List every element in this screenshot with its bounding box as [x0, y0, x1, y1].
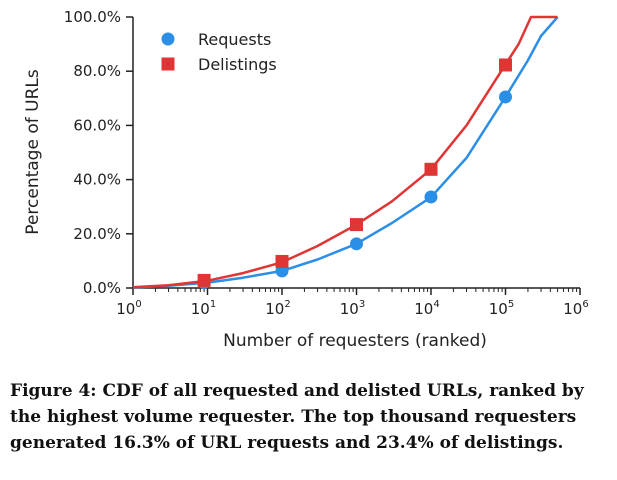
y-axis-label: Percentage of URLs [23, 69, 43, 235]
legend-delistings-label: Delistings [198, 55, 277, 74]
y-tick-label: 20.0% [73, 225, 121, 243]
x-tick-label: 103 [340, 299, 365, 318]
x-tick-label: 101 [191, 299, 216, 318]
y-tick-label: 0.0% [83, 279, 121, 297]
y-tick-label: 100.0% [64, 8, 121, 26]
delistings-line [132, 15, 558, 289]
legend: Requests Delistings [161, 30, 277, 74]
delistings-marker [197, 273, 211, 287]
cdf-chart-svg: 0.0% 20.0% 40.0% 60.0% 80.0% 100.0% 100 101 102 1… [23, 8, 589, 351]
x-tick-label: 100 [116, 299, 141, 318]
cdf-chart: 0.0% 20.0% 40.0% 60.0% 80.0% 100.0% 100 101 102 1… [23, 8, 589, 351]
x-axis-label: Number of requesters (ranked) [223, 331, 487, 351]
legend-delistings-marker [161, 57, 175, 71]
requests-marker [350, 237, 363, 251]
requests-marker [499, 90, 512, 104]
y-tick-label: 60.0% [73, 116, 121, 134]
delistings-marker [275, 254, 289, 268]
x-tick-label: 106 [563, 299, 588, 318]
x-tick-label: 104 [414, 299, 439, 318]
y-tick-label: 80.0% [73, 62, 121, 80]
series-layer [132, 15, 559, 290]
legend-requests-label: Requests [198, 30, 271, 49]
legend-requests-marker [161, 32, 175, 46]
axes: 0.0% 20.0% 40.0% 60.0% 80.0% 100.0% 100 101 102 1… [64, 8, 589, 318]
figure-caption: Figure 4: CDF of all requested and delis… [10, 381, 584, 453]
delistings-marker [350, 218, 363, 232]
requests-line [132, 16, 559, 289]
x-tick-label: 105 [489, 299, 514, 318]
x-tick-label: 102 [265, 299, 290, 318]
y-tick-label: 40.0% [73, 171, 121, 189]
delistings-marker [424, 162, 438, 176]
requests-marker [424, 190, 438, 204]
delistings-marker [499, 58, 512, 72]
